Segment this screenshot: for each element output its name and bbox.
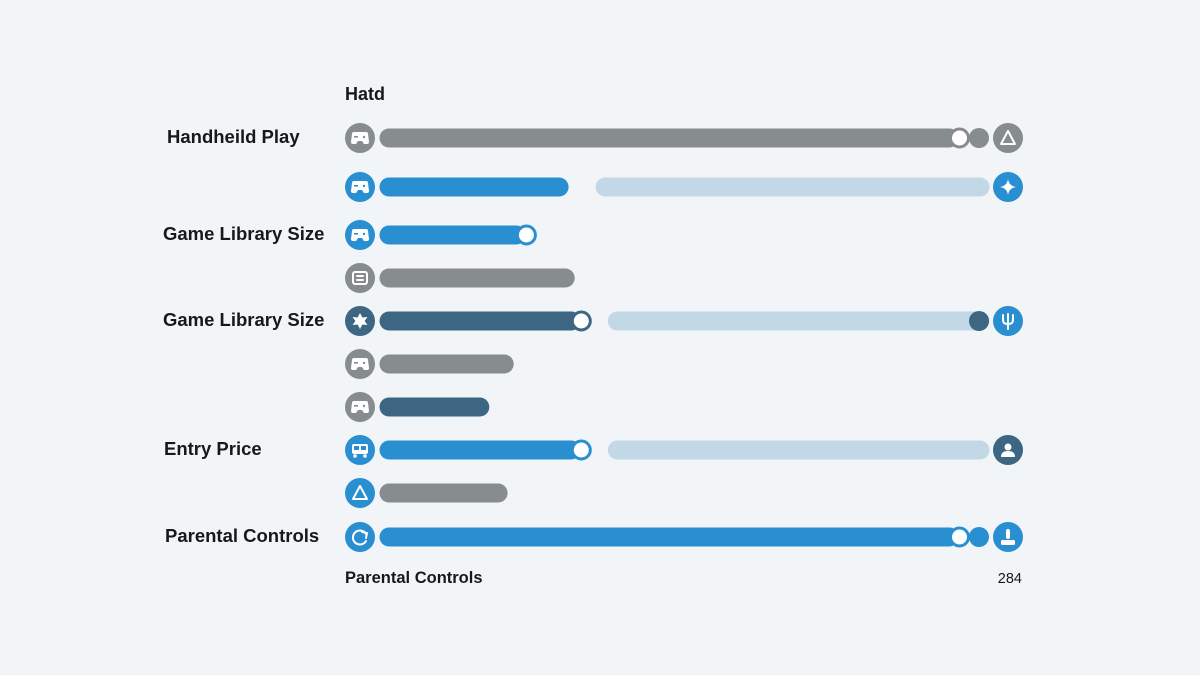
controller-icon (345, 123, 375, 153)
bar-end-marker (515, 224, 537, 246)
sparkle-icon (993, 172, 1023, 202)
end-dot (969, 128, 989, 148)
row-label: Game Library Size (163, 223, 325, 244)
star-icon (345, 306, 375, 336)
bar-end-marker (570, 310, 592, 332)
row-label: Handheild Play (167, 126, 300, 147)
bar-end-marker (570, 439, 592, 461)
controller-icon (345, 349, 375, 379)
bar-end-marker (949, 127, 970, 149)
controller-icon (345, 220, 375, 250)
footer-label: Parental Controls (345, 569, 483, 587)
triangle-icon (345, 478, 375, 508)
triangle-icon (993, 123, 1023, 153)
refresh-icon (345, 522, 375, 552)
chart-title: Hatd (345, 84, 385, 104)
row-label: Entry Price (164, 438, 262, 459)
bar-end-marker (949, 526, 970, 548)
row-label: Game Library Size (163, 309, 325, 330)
end-dot (969, 527, 989, 547)
person-icon (993, 435, 1023, 465)
row-label: Parental Controls (165, 525, 320, 546)
footer-value: 284 (997, 571, 1022, 587)
controller-icon (345, 172, 375, 202)
trident-icon (993, 306, 1023, 336)
joystick-icon (993, 522, 1023, 552)
frame-icon (345, 263, 375, 293)
bus-icon (345, 435, 375, 465)
controller-icon (345, 392, 375, 422)
end-dot (969, 311, 989, 331)
